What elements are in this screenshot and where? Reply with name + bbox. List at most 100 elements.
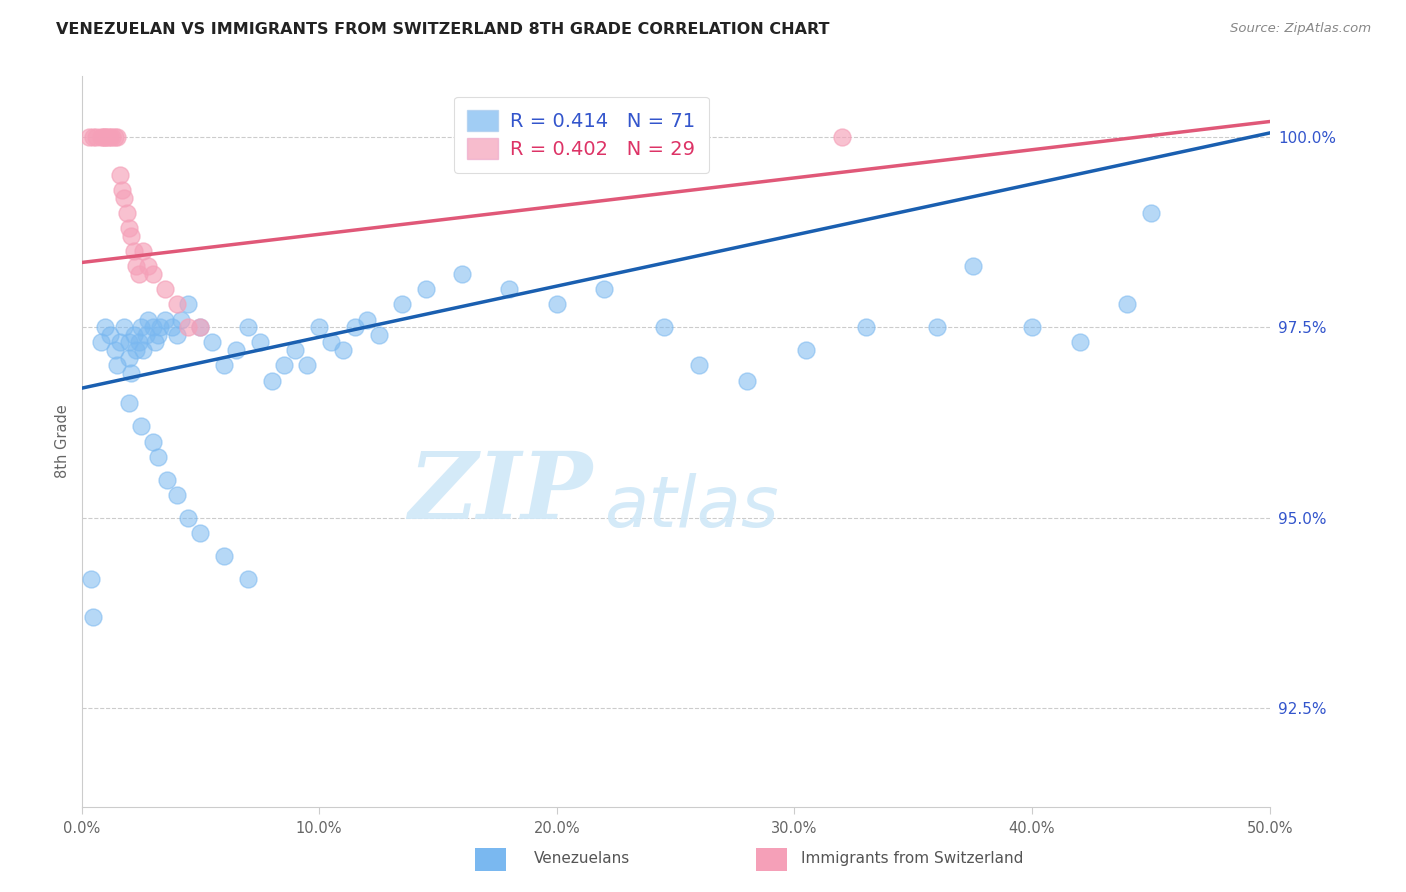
Point — [177, 297, 200, 311]
Point — [146, 450, 169, 464]
Point — [652, 320, 675, 334]
Text: Venezuelans: Venezuelans — [534, 851, 630, 865]
Y-axis label: 8th Grade: 8th Grade — [55, 405, 70, 478]
Legend: R = 0.414   N = 71, R = 0.402   N = 29: R = 0.414 N = 71, R = 0.402 N = 29 — [454, 96, 709, 173]
Point — [118, 221, 141, 235]
Point — [132, 343, 155, 357]
Point — [105, 359, 128, 373]
Point — [153, 312, 176, 326]
Text: atlas: atlas — [605, 473, 779, 541]
Point — [236, 320, 259, 334]
Point — [188, 525, 211, 540]
Point — [273, 359, 295, 373]
Point — [125, 343, 148, 357]
Point — [260, 374, 283, 388]
Point — [142, 320, 165, 334]
Point — [143, 335, 166, 350]
Point — [546, 297, 568, 311]
Point — [98, 327, 121, 342]
Point — [1116, 297, 1139, 311]
Point — [136, 312, 159, 326]
Point — [82, 129, 104, 144]
Point — [170, 312, 193, 326]
Point — [236, 572, 259, 586]
Point — [105, 129, 128, 144]
Point — [122, 327, 145, 342]
Point — [94, 129, 117, 144]
Point — [166, 327, 188, 342]
Point — [794, 343, 817, 357]
Text: Immigrants from Switzerland: Immigrants from Switzerland — [801, 851, 1024, 865]
Point — [450, 267, 472, 281]
Point — [115, 206, 138, 220]
Point — [153, 282, 176, 296]
Point — [308, 320, 330, 334]
Point — [142, 267, 165, 281]
Point — [855, 320, 877, 334]
Point — [84, 129, 107, 144]
Text: Source: ZipAtlas.com: Source: ZipAtlas.com — [1230, 22, 1371, 36]
Point — [201, 335, 224, 350]
Point — [166, 297, 188, 311]
Point — [97, 129, 120, 144]
Point — [129, 419, 152, 434]
Point — [146, 327, 169, 342]
Point — [118, 396, 141, 410]
Point — [104, 129, 127, 144]
Point — [343, 320, 366, 334]
Text: ZIP: ZIP — [408, 448, 592, 538]
Point — [82, 609, 104, 624]
Point — [104, 343, 127, 357]
Point — [90, 129, 112, 144]
Point — [415, 282, 437, 296]
Point — [1021, 320, 1043, 334]
Point — [156, 473, 179, 487]
Point — [962, 260, 984, 274]
Point — [391, 297, 413, 311]
Point — [160, 320, 183, 334]
Point — [128, 267, 150, 281]
Point — [1069, 335, 1091, 350]
Point — [135, 327, 157, 342]
Point — [212, 549, 235, 563]
Point — [284, 343, 307, 357]
Point — [77, 129, 100, 144]
Point — [112, 320, 135, 334]
Point — [593, 282, 616, 296]
Point — [166, 488, 188, 502]
Point — [128, 335, 150, 350]
Point — [356, 312, 378, 326]
Point — [1139, 206, 1161, 220]
Point — [332, 343, 354, 357]
Point — [297, 359, 319, 373]
Point — [129, 320, 152, 334]
Point — [212, 359, 235, 373]
Point — [735, 374, 758, 388]
Point — [177, 320, 200, 334]
Point — [831, 129, 853, 144]
Point — [925, 320, 948, 334]
Point — [91, 129, 114, 144]
Point — [498, 282, 520, 296]
Point — [101, 129, 124, 144]
Point — [132, 244, 155, 258]
Point — [688, 359, 710, 373]
Point — [225, 343, 247, 357]
Point — [142, 434, 165, 449]
Point — [120, 366, 142, 380]
Point — [120, 228, 142, 243]
Point — [367, 327, 389, 342]
Point — [249, 335, 271, 350]
Point — [94, 129, 117, 144]
Point — [125, 260, 148, 274]
Point — [188, 320, 211, 334]
Point — [80, 572, 103, 586]
Point — [108, 168, 131, 182]
Point — [108, 335, 131, 350]
Point — [112, 191, 135, 205]
Point — [319, 335, 342, 350]
Point — [90, 335, 112, 350]
Point — [122, 244, 145, 258]
Point — [98, 129, 121, 144]
Point — [111, 183, 134, 197]
